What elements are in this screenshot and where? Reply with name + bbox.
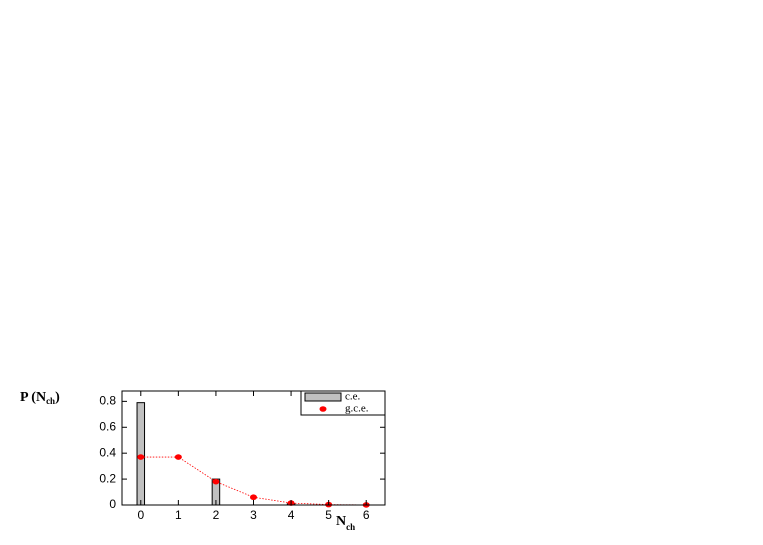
legend-swatch: [319, 406, 327, 412]
legend: c.e.g.c.e.: [300, 390, 386, 416]
y-label-tail: ): [55, 390, 60, 405]
legend-label: g.c.e.: [345, 403, 369, 415]
bar: [136, 402, 146, 506]
x-axis-label: Nch: [336, 514, 355, 532]
y-tick-label: 0.4: [99, 445, 116, 459]
legend-label: c.e.: [345, 391, 361, 403]
y-tick-label: 0.6: [99, 419, 116, 433]
point: [250, 494, 257, 501]
x-tick-label: 2: [213, 508, 220, 522]
y-tick-label: 0.2: [99, 471, 116, 485]
y-tick-label: 0: [109, 497, 116, 511]
x-tick-label: 5: [325, 508, 332, 522]
point: [137, 454, 145, 460]
point: [174, 454, 182, 460]
x-tick-label: 1: [175, 508, 182, 522]
point: [212, 478, 220, 485]
x-tick-label: 0: [137, 508, 144, 522]
x-tick-label: 6: [363, 508, 370, 522]
y-tick-label: 0.8: [99, 394, 116, 408]
y-axis-label: P (Nch): [20, 390, 60, 406]
x-tick-label: 4: [288, 508, 295, 522]
y-label-main: P (N: [20, 390, 46, 405]
x-label-main: N: [336, 514, 346, 529]
x-tick-label: 3: [250, 508, 257, 522]
y-label-sub: ch: [46, 396, 55, 406]
legend-swatch: [304, 392, 342, 402]
x-label-sub: ch: [346, 522, 355, 532]
